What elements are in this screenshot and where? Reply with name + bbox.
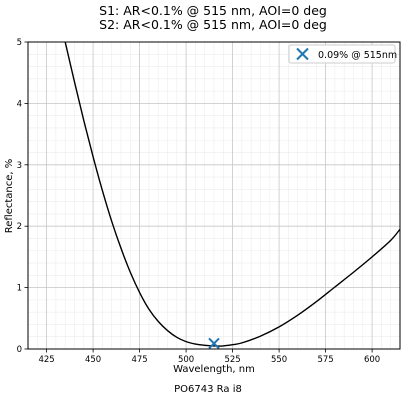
legend: 0.09% @ 515nm bbox=[288, 44, 397, 64]
y-tick-label: 4 bbox=[17, 99, 22, 109]
grid bbox=[27, 41, 401, 350]
y-tick-label: 3 bbox=[17, 161, 22, 171]
data-series bbox=[64, 41, 401, 347]
x-tick-label: 575 bbox=[317, 355, 333, 365]
legend-box bbox=[288, 44, 396, 64]
footer-label: PO6743 Ra i8 bbox=[174, 384, 242, 395]
reflectance-curve bbox=[64, 41, 401, 347]
data-point-x-marker bbox=[208, 337, 220, 350]
x-tick-label: 425 bbox=[38, 355, 54, 365]
x-tick-label: 525 bbox=[224, 355, 240, 365]
axis-ticks: 425 450 475 500 525 550 575 600 0 1 2 3 4 5 bbox=[17, 38, 381, 365]
x-tick-label: 600 bbox=[364, 355, 380, 365]
legend-x-marker-icon bbox=[296, 47, 309, 61]
chart-title-line-2: S2: AR<0.1% @ 515 nm, AOI=0 deg bbox=[99, 17, 327, 32]
marker-layer bbox=[208, 337, 220, 350]
y-tick-label: 1 bbox=[17, 284, 22, 294]
y-tick-label: 0 bbox=[17, 345, 22, 355]
y-tick-label: 5 bbox=[17, 38, 22, 48]
x-tick-label: 550 bbox=[271, 355, 287, 365]
y-tick-label: 2 bbox=[17, 222, 22, 232]
legend-label: 0.09% @ 515nm bbox=[318, 50, 397, 61]
x-tick-label: 500 bbox=[178, 355, 194, 365]
x-axis-label: Wavelength, nm bbox=[173, 364, 255, 375]
x-tick-label: 450 bbox=[85, 355, 101, 365]
plot-frame bbox=[27, 41, 401, 350]
chart-title-line-1: S1: AR<0.1% @ 515 nm, AOI=0 deg bbox=[99, 3, 327, 18]
y-axis-label: Reflectance, % bbox=[4, 159, 15, 234]
x-tick-label: 475 bbox=[131, 355, 147, 365]
